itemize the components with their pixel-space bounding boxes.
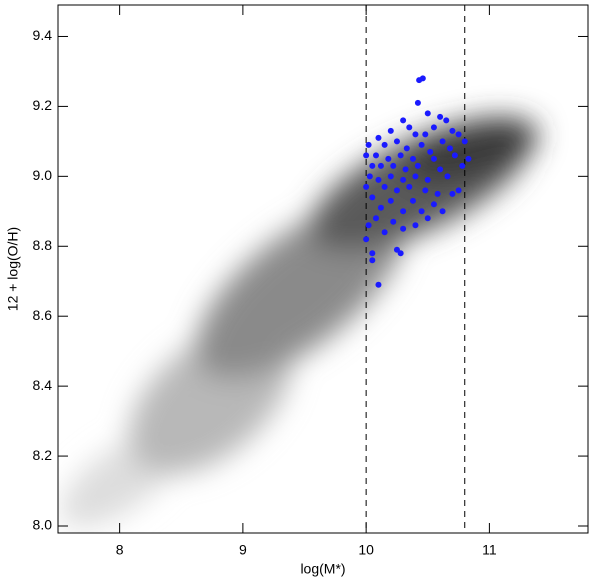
data-point	[403, 145, 410, 152]
data-point	[418, 141, 425, 148]
data-point	[381, 141, 388, 148]
data-point	[444, 173, 451, 180]
data-point	[427, 148, 434, 155]
data-point	[385, 155, 392, 162]
data-point	[449, 190, 456, 197]
data-point	[437, 166, 444, 173]
y-tick-label: 8.6	[33, 307, 53, 323]
data-point	[363, 236, 370, 243]
data-point	[451, 152, 458, 159]
data-point	[424, 110, 431, 117]
data-point	[422, 187, 429, 194]
data-point	[393, 187, 400, 194]
data-point	[400, 225, 407, 232]
data-point	[369, 257, 376, 264]
data-point	[406, 124, 413, 131]
data-point	[412, 173, 419, 180]
data-point	[409, 197, 416, 204]
data-point	[400, 117, 407, 124]
data-point	[414, 162, 421, 169]
data-point	[430, 124, 437, 131]
data-point	[418, 208, 425, 215]
x-tick-label: 10	[358, 542, 374, 558]
data-point	[412, 131, 419, 138]
data-point	[390, 162, 397, 169]
data-point	[381, 183, 388, 190]
data-point	[449, 127, 456, 134]
data-point	[414, 99, 421, 106]
data-point	[412, 222, 419, 229]
y-axis-label: 12 + log(O/H)	[5, 227, 21, 311]
data-point	[369, 194, 376, 201]
data-point	[437, 113, 444, 120]
density-background	[60, 117, 539, 528]
data-point	[373, 215, 379, 222]
data-point	[459, 162, 466, 169]
data-point	[375, 281, 382, 288]
data-point	[387, 173, 394, 180]
data-point	[377, 162, 384, 169]
data-point	[430, 155, 437, 162]
data-point	[387, 197, 394, 204]
y-tick-label: 8.8	[33, 237, 53, 253]
data-point	[439, 208, 446, 215]
data-point	[397, 152, 404, 159]
data-point	[455, 187, 462, 194]
y-tick-label: 9.0	[33, 167, 53, 183]
data-point	[424, 176, 431, 183]
data-point	[455, 131, 462, 138]
data-point	[434, 190, 441, 197]
data-point	[363, 183, 370, 190]
data-point	[430, 201, 437, 208]
data-point	[369, 250, 376, 257]
data-point	[443, 117, 450, 124]
data-point	[409, 155, 416, 162]
data-point	[393, 138, 400, 145]
data-point	[465, 155, 472, 162]
y-tick-label: 9.4	[33, 27, 53, 43]
x-tick-label: 8	[116, 542, 124, 558]
data-point	[373, 152, 379, 159]
data-point	[375, 134, 382, 141]
data-point	[375, 176, 382, 183]
data-point	[377, 204, 384, 211]
data-point	[381, 229, 388, 236]
x-tick-label: 9	[239, 542, 247, 558]
data-point	[422, 131, 429, 138]
x-tick-label: 11	[482, 542, 497, 558]
x-axis-label: log(M*)	[300, 561, 345, 577]
data-point	[369, 162, 376, 169]
y-tick-label: 8.2	[33, 447, 53, 463]
data-point	[402, 166, 409, 173]
data-point	[400, 176, 407, 183]
data-point	[446, 145, 453, 152]
y-tick-label: 9.2	[33, 97, 53, 113]
data-point	[400, 208, 407, 215]
data-point	[365, 141, 372, 148]
data-point	[363, 152, 370, 159]
data-point	[439, 138, 446, 145]
data-point	[419, 75, 426, 82]
data-point	[365, 222, 372, 229]
plot-frame	[57, 4, 589, 534]
data-point	[387, 127, 394, 134]
data-point	[406, 183, 413, 190]
data-point	[397, 250, 404, 257]
data-point	[424, 215, 431, 222]
data-point	[461, 138, 468, 145]
y-tick-label: 8.4	[33, 377, 53, 393]
y-tick-label: 8.0	[33, 517, 53, 533]
data-point	[366, 173, 373, 180]
data-point	[390, 218, 397, 225]
